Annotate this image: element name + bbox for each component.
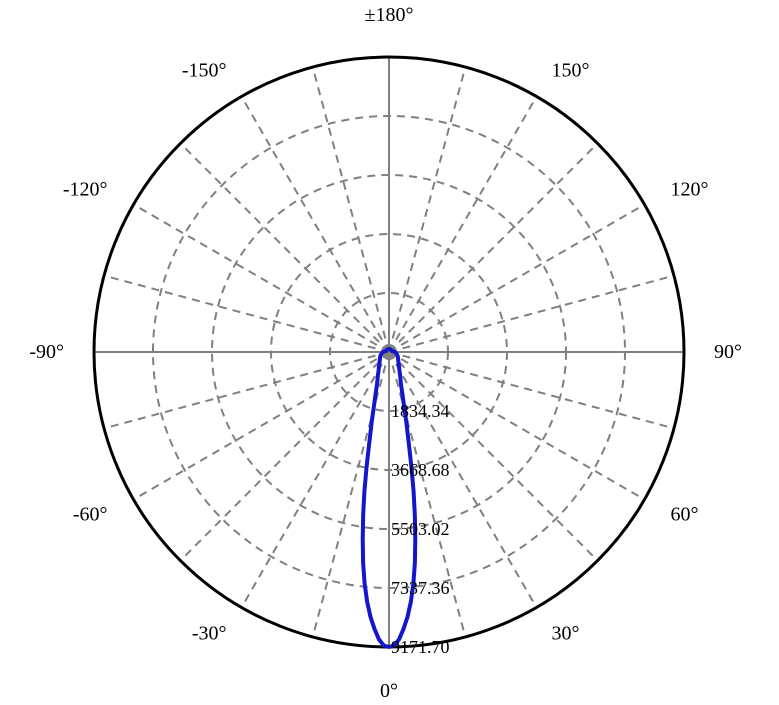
angle-label: 0° (380, 680, 398, 702)
radial-tick-label: 5503.02 (391, 519, 450, 539)
angle-label: -90° (29, 341, 64, 363)
angle-label: ±180° (365, 4, 414, 26)
radial-tick-label: 1834.34 (391, 401, 450, 421)
angle-label: -30° (192, 622, 227, 644)
polar-chart: 1834.34 3668.68 5503.02 7337.36 9171.70 0° 30°… (0, 0, 779, 705)
radial-tick-label: 7337.36 (391, 578, 450, 598)
angle-label: -60° (73, 504, 108, 526)
angle-label: 90° (714, 341, 742, 363)
angle-label: 120° (670, 179, 708, 201)
angle-label: 150° (552, 60, 590, 82)
radial-tick-label: 9171.70 (391, 637, 450, 657)
angle-label: -150° (182, 60, 227, 82)
angle-label: 60° (670, 504, 698, 526)
radial-tick-label: 3668.68 (391, 460, 450, 480)
angle-label: -120° (63, 179, 108, 201)
angle-label: 30° (552, 622, 580, 644)
